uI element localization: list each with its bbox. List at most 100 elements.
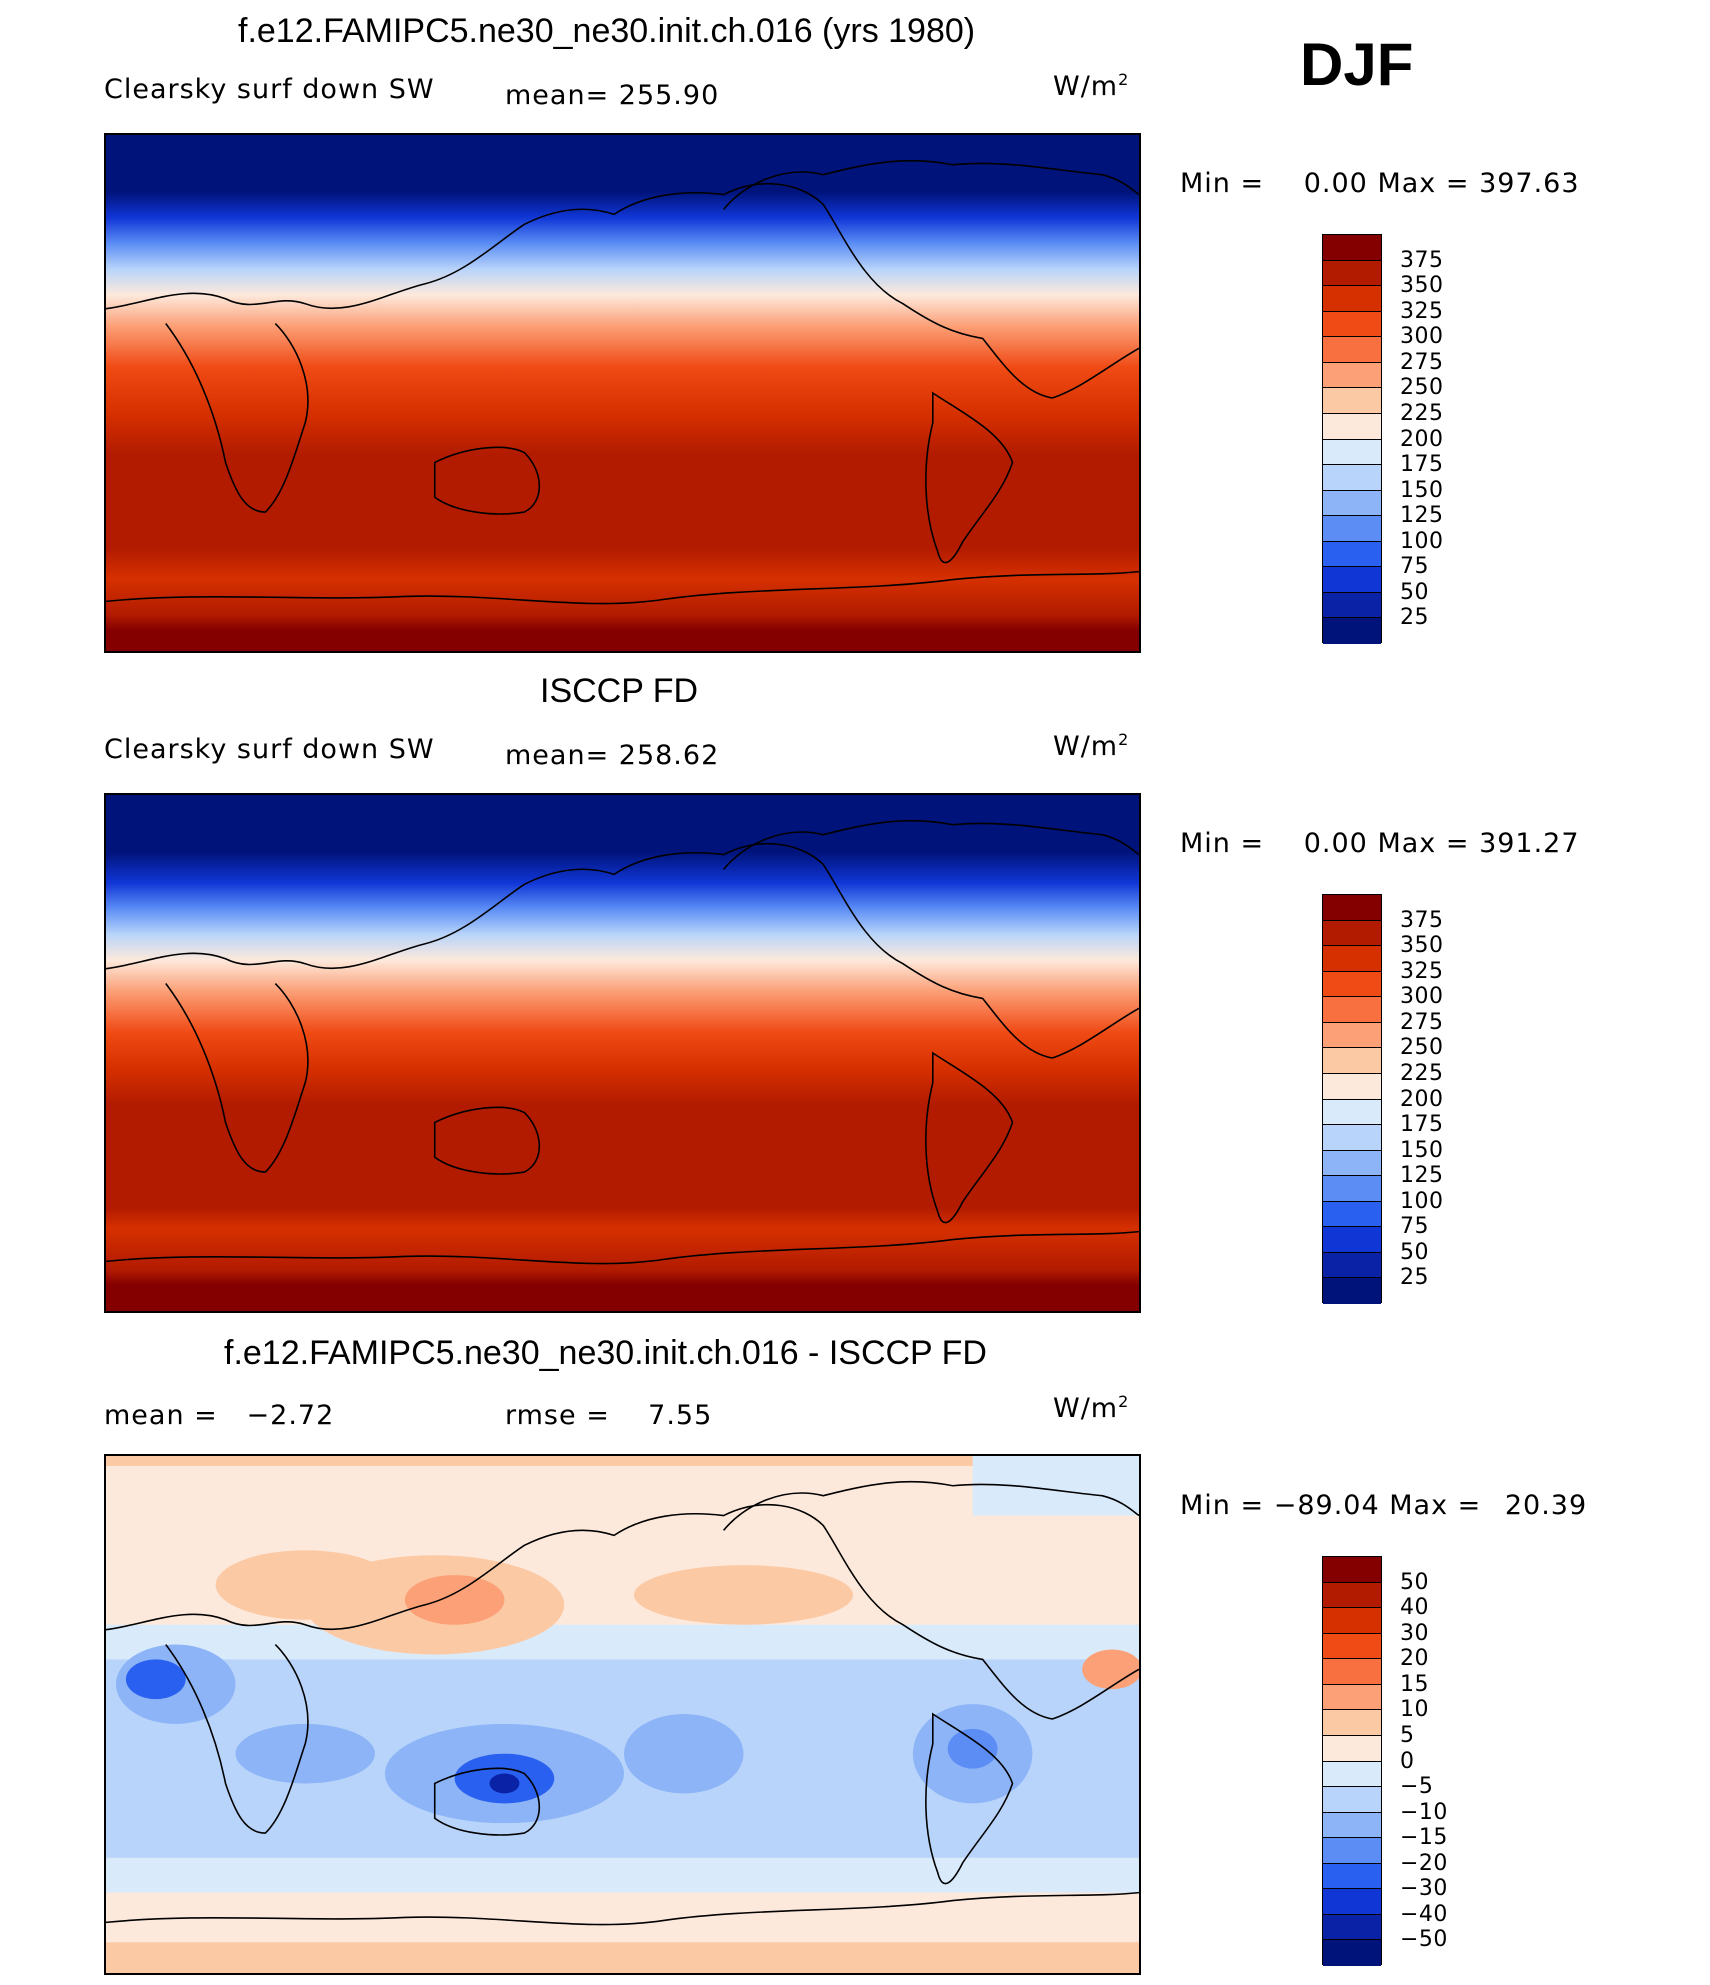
colorbar-swatch [1323, 388, 1381, 414]
panel2-map [104, 793, 1141, 1313]
colorbar-tick-label: 100 [1400, 528, 1444, 554]
colorbar-swatch [1323, 337, 1381, 363]
colorbar-swatch [1323, 971, 1381, 998]
colorbar-tick-label: −5 [1400, 1774, 1434, 1800]
colorbar-tick-label: 225 [1400, 1060, 1444, 1086]
colorbar-tick-label: 25 [1400, 605, 1429, 631]
colorbar-tick-label: 50 [1400, 1239, 1429, 1265]
colorbar-tick-label: −10 [1400, 1799, 1448, 1825]
colorbar-swatch [1323, 1838, 1381, 1864]
colorbar-tick-label: −50 [1400, 1927, 1448, 1953]
colorbar-tick-label: 250 [1400, 1035, 1444, 1061]
panel2-coastlines [106, 819, 1139, 1265]
colorbar-swatch [1323, 490, 1381, 517]
colorbar-tick-label: 200 [1400, 1086, 1444, 1112]
panel1-max-value: 397.63 [1479, 168, 1580, 199]
colorbar-swatch [1323, 1582, 1381, 1609]
colorbar-swatch [1323, 1201, 1381, 1228]
panel2-variable: Clearsky surf down SW [104, 734, 435, 765]
colorbar-tick-label: 275 [1400, 1009, 1444, 1035]
panel3-min-label: Min = [1180, 1490, 1265, 1521]
colorbar-tick-label: 125 [1400, 1163, 1444, 1189]
colorbar-swatch [1323, 997, 1381, 1023]
colorbar-swatch [1323, 413, 1381, 440]
panel3-title: f.e12.FAMIPC5.ne30_ne30.init.ch.016 - IS… [224, 1334, 987, 1372]
colorbar-swatch [1323, 1633, 1381, 1660]
colorbar-tick-label: 300 [1400, 984, 1444, 1010]
colorbar-swatch [1323, 1099, 1381, 1126]
colorbar-swatch [1323, 1787, 1381, 1813]
colorbar-swatch [1323, 1940, 1381, 1966]
panel1-colorbar [1322, 234, 1382, 644]
panel2-max-value: 391.27 [1479, 828, 1580, 859]
panel1-min-label: Min = [1180, 168, 1265, 199]
colorbar-tick-label: −20 [1400, 1850, 1448, 1876]
colorbar-tick-label: −15 [1400, 1825, 1448, 1851]
panel1-title: f.e12.FAMIPC5.ne30_ne30.init.ch.016 (yrs… [238, 12, 976, 50]
colorbar-tick-label: 10 [1400, 1697, 1429, 1723]
panel3-map-svg [106, 1456, 1139, 1973]
colorbar-tick-label: 150 [1400, 477, 1444, 503]
colorbar-tick-label: 20 [1400, 1646, 1429, 1672]
colorbar-swatch [1323, 946, 1381, 972]
colorbar-tick-label: 250 [1400, 375, 1444, 401]
colorbar-swatch [1323, 1022, 1381, 1049]
colorbar-swatch [1323, 516, 1381, 542]
panel1-units: W/m2 [1053, 70, 1130, 102]
colorbar-swatch [1323, 1278, 1381, 1304]
colorbar-swatch [1323, 260, 1381, 287]
colorbar-swatch [1323, 1227, 1381, 1253]
colorbar-tick-label: 150 [1400, 1137, 1444, 1163]
panel2-minmax: Min = 0.00 Max = 391.27 [1180, 828, 1580, 859]
colorbar-tick-label: 350 [1400, 273, 1444, 299]
panel3-max-label: Max = [1389, 1490, 1482, 1521]
colorbar-swatch [1323, 1761, 1381, 1788]
panel2-min-value: 0.00 [1303, 828, 1368, 859]
colorbar-swatch [1323, 1125, 1381, 1151]
panel2-max-label: Max = [1377, 828, 1470, 859]
panel1-map-svg [106, 135, 1139, 651]
colorbar-tick-label: 50 [1400, 1569, 1429, 1595]
colorbar-swatch [1323, 1150, 1381, 1177]
panel2-title: ISCCP FD [540, 672, 699, 710]
panel3-units: W/m2 [1053, 1392, 1130, 1424]
panel1-map [104, 133, 1141, 653]
colorbar-swatch [1323, 1048, 1381, 1074]
colorbar-swatch [1323, 1073, 1381, 1100]
colorbar-swatch [1323, 465, 1381, 491]
colorbar-tick-label: 175 [1400, 452, 1444, 478]
colorbar-swatch [1323, 1812, 1381, 1839]
colorbar-swatch [1323, 1735, 1381, 1762]
colorbar-swatch [1323, 235, 1381, 261]
colorbar-swatch [1323, 1710, 1381, 1736]
colorbar-swatch [1323, 311, 1381, 338]
colorbar-tick-label: 0 [1400, 1748, 1415, 1774]
panel3-mean: mean = −2.72 [104, 1400, 335, 1431]
colorbar-tick-label: 350 [1400, 933, 1444, 959]
colorbar-tick-label: 50 [1400, 579, 1429, 605]
colorbar-tick-label: 125 [1400, 503, 1444, 529]
colorbar-tick-label: 175 [1400, 1112, 1444, 1138]
colorbar-tick-label: 375 [1400, 907, 1444, 933]
colorbar-tick-label: 225 [1400, 400, 1444, 426]
panel2-min-label: Min = [1180, 828, 1265, 859]
panel3-colorbar [1322, 1556, 1382, 1966]
colorbar-tick-label: −30 [1400, 1876, 1448, 1902]
panel1-variable: Clearsky surf down SW [104, 74, 435, 105]
colorbar-swatch [1323, 1557, 1381, 1583]
colorbar-tick-label: 30 [1400, 1620, 1429, 1646]
panel1-mean: mean= 255.90 [505, 80, 720, 111]
panel2-mean: mean= 258.62 [505, 740, 720, 771]
panel2-map-svg [106, 795, 1139, 1311]
colorbar-swatch [1323, 1608, 1381, 1634]
colorbar-tick-label: 100 [1400, 1188, 1444, 1214]
colorbar-swatch [1323, 1914, 1381, 1941]
colorbar-tick-label: 75 [1400, 1214, 1429, 1240]
colorbar-tick-label: 325 [1400, 958, 1444, 984]
panel3-rmse: rmse = 7.55 [505, 1400, 713, 1431]
panel1-min-value: 0.00 [1303, 168, 1368, 199]
colorbar-swatch [1323, 1659, 1381, 1685]
season-label: DJF [1300, 31, 1414, 98]
colorbar-swatch [1323, 567, 1381, 593]
colorbar-swatch [1323, 1176, 1381, 1202]
